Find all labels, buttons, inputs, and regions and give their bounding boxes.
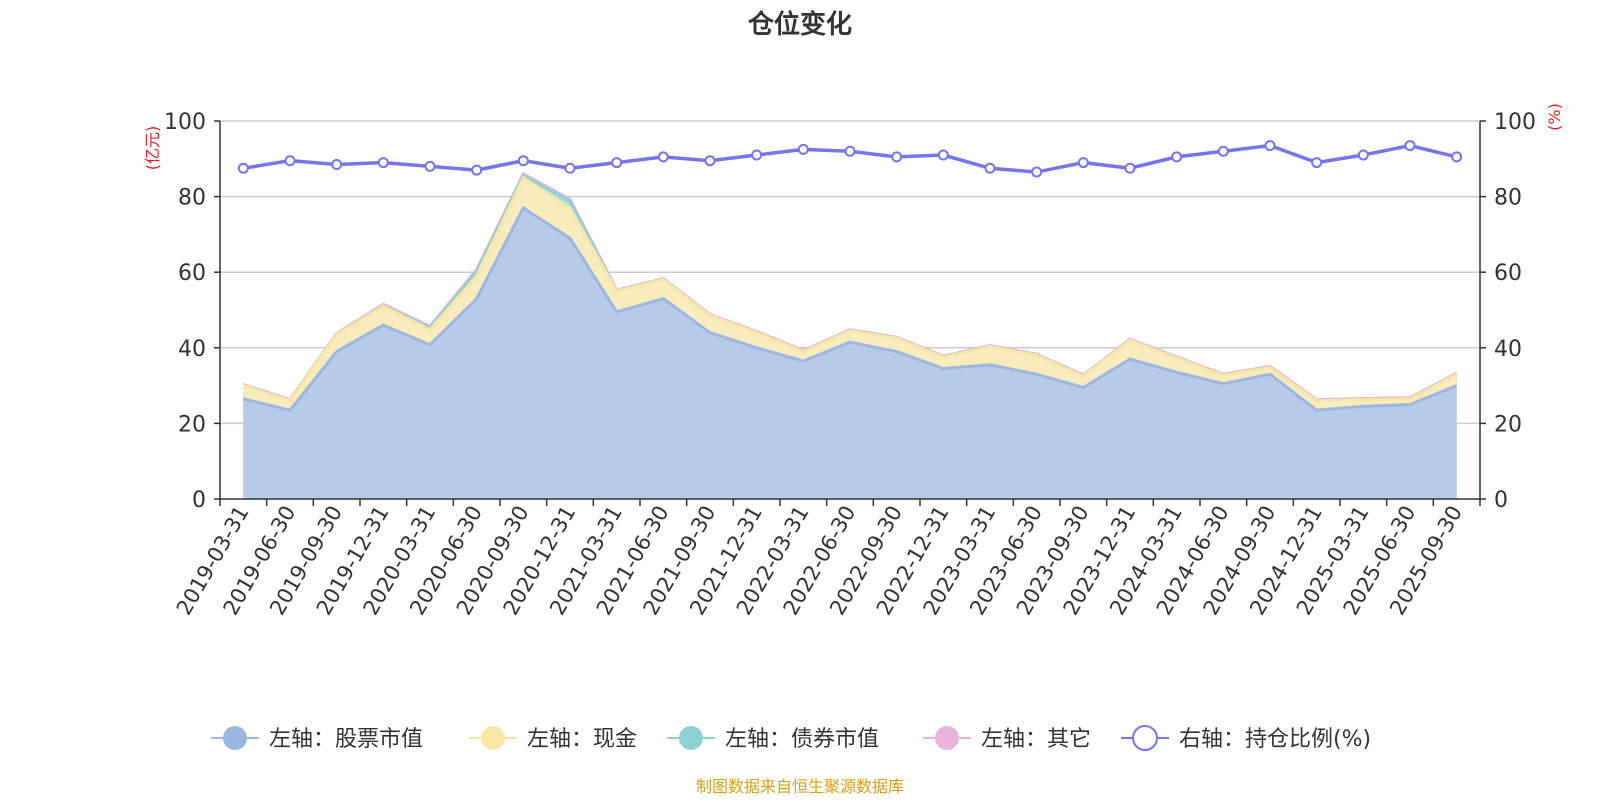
left-axis-tick-label: 80 (178, 186, 206, 211)
holding-ratio-point (751, 149, 763, 161)
legend-marker-3 (935, 726, 959, 750)
holding-ratio-point (611, 157, 623, 169)
holding-ratio-point (424, 160, 436, 172)
chart-title: 仓位变化 (747, 9, 852, 40)
left-axis-unit: (亿元) (143, 126, 162, 171)
left-axis-tick-label: 0 (192, 488, 206, 513)
right-axis-tick-label: 40 (1494, 337, 1522, 362)
holding-ratio-point (704, 155, 716, 167)
holding-ratio-point (797, 143, 809, 155)
series-line-0 (242, 205, 1458, 412)
legend-label-3: 左轴：其它 (981, 727, 1091, 752)
source-note: 制图数据来自恒生聚源数据库 (696, 777, 904, 796)
holding-ratio-point (844, 145, 856, 157)
holding-ratio-point (984, 162, 996, 174)
right-axis-tick-label: 60 (1494, 261, 1522, 286)
right-axis-tick-label: 100 (1494, 110, 1536, 135)
left-axis-tick-label: 40 (178, 337, 206, 362)
right-axis-tick-label: 0 (1494, 488, 1508, 513)
holding-ratio-point (237, 162, 249, 174)
holding-ratio-point (471, 164, 483, 176)
legend-label-4: 右轴：持仓比例(%) (1179, 727, 1371, 752)
holding-ratio-point (1451, 151, 1463, 163)
holding-ratio-point (517, 155, 529, 167)
holding-ratio-point (331, 158, 343, 170)
holding-ratio-point (1264, 140, 1276, 152)
left-axis-tick-label: 100 (164, 110, 206, 135)
series-line-1 (242, 175, 1458, 403)
holding-ratio-point (891, 151, 903, 163)
left-axis-tick-label: 20 (178, 412, 206, 437)
legend-marker-0 (223, 726, 247, 750)
legend-marker-1 (481, 726, 505, 750)
legend-label-0: 左轴：股票市值 (269, 727, 423, 752)
holding-ratio-point (377, 157, 389, 169)
holding-ratio-point (1311, 157, 1323, 169)
legend-label-2: 左轴：债券市值 (725, 727, 879, 752)
legend-label-1: 左轴：现金 (527, 727, 637, 752)
holding-ratio-point (284, 155, 296, 167)
legend-marker-4 (1132, 725, 1158, 751)
holding-ratio-point (937, 149, 949, 161)
legend: 左轴：股票市值 左轴：现金 左轴：债券市值 左轴：其它 右轴：持仓比例(%) (211, 725, 1371, 752)
holding-ratio-point (1031, 166, 1043, 178)
right-axis-tick-label: 20 (1494, 412, 1522, 437)
stacked-areas (242, 171, 1458, 500)
holding-ratio-point (1077, 157, 1089, 169)
holding-ratio-point (1404, 140, 1416, 152)
holding-ratio-point (1124, 162, 1136, 174)
holding-ratio-point (564, 162, 576, 174)
holding-ratio-point (1357, 149, 1369, 161)
holding-ratio-point (657, 151, 669, 163)
left-axis-tick-label: 60 (178, 261, 206, 286)
holding-ratio-point (1217, 145, 1229, 157)
holding-ratio-series (237, 140, 1463, 178)
holding-ratio-point (1171, 151, 1183, 163)
right-axis-tick-label: 80 (1494, 186, 1522, 211)
legend-marker-2 (679, 726, 703, 750)
right-axis-unit: (%) (1545, 103, 1564, 131)
series-area-0 (243, 207, 1457, 499)
